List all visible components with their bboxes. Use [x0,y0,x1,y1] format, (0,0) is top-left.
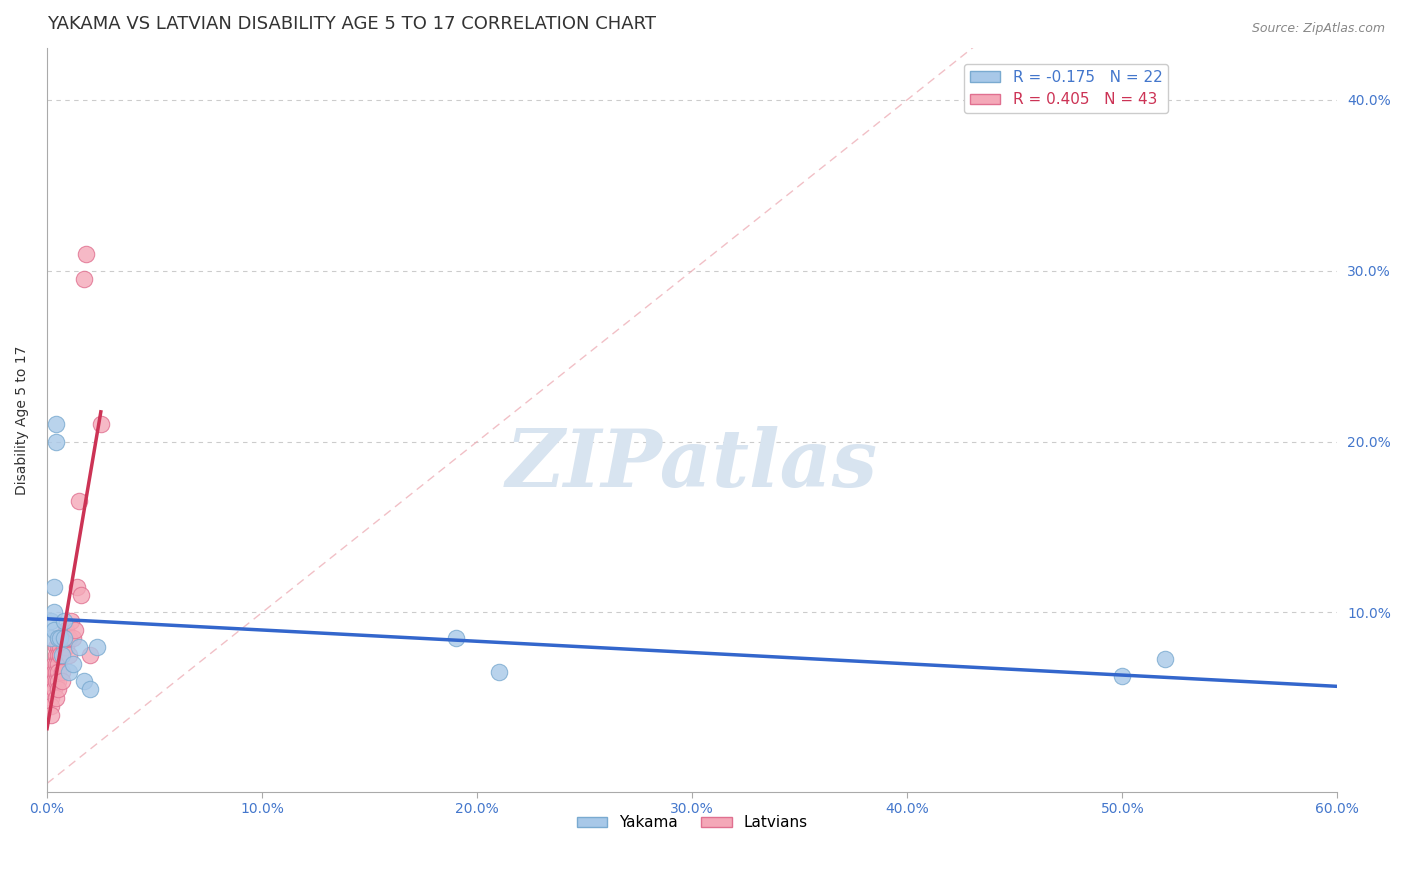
Point [1154,651,1177,665]
Point [45,434,67,449]
Point [90,417,112,432]
Point [41,631,63,645]
Point [45,417,67,432]
Point [49,648,72,663]
Point [51,673,73,688]
Point [42,673,65,688]
Point [42,606,65,620]
Point [53,640,76,654]
Point [75,246,97,260]
Point [58,648,80,663]
Point [62,631,84,645]
Point [79,682,101,697]
Point [70,588,93,602]
Point [45,673,67,688]
Point [62,657,84,671]
Point [55,640,77,654]
Point [63,623,86,637]
Point [488,665,510,680]
Point [49,640,72,654]
Legend: Yakama, Latvians: Yakama, Latvians [571,809,814,837]
Point [58,665,80,680]
Point [42,657,65,671]
Point [41,699,63,714]
Y-axis label: Disability Age 5 to 17: Disability Age 5 to 17 [15,345,30,495]
Text: Source: ZipAtlas.com: Source: ZipAtlas.com [1251,22,1385,36]
Point [86,640,108,654]
Point [46,673,69,688]
Point [66,580,89,594]
Point [45,665,67,680]
Point [51,648,73,663]
Point [45,657,67,671]
Point [41,673,63,688]
Point [41,614,63,628]
Point [41,682,63,697]
Point [79,648,101,663]
Point [41,665,63,680]
Point [59,614,82,628]
Point [46,682,69,697]
Point [55,623,77,637]
Point [46,665,69,680]
Point [41,708,63,723]
Point [58,631,80,645]
Point [53,631,76,645]
Point [72,673,94,688]
Point [67,640,90,654]
Point [49,631,72,645]
Point [46,648,69,663]
Point [42,682,65,697]
Point [53,631,76,645]
Point [45,640,67,654]
Point [46,640,69,654]
Text: ZIPatlas: ZIPatlas [506,426,879,504]
Point [46,657,69,671]
Point [41,690,63,705]
Point [444,631,467,645]
Point [53,614,76,628]
Point [42,580,65,594]
Point [72,272,94,286]
Point [51,665,73,680]
Point [45,690,67,705]
Point [46,631,69,645]
Point [42,623,65,637]
Point [45,648,67,663]
Point [1111,669,1133,683]
Text: YAKAMA VS LATVIAN DISABILITY AGE 5 TO 17 CORRELATION CHART: YAKAMA VS LATVIAN DISABILITY AGE 5 TO 17… [46,15,657,33]
Point [42,665,65,680]
Point [67,494,90,508]
Point [46,631,69,645]
